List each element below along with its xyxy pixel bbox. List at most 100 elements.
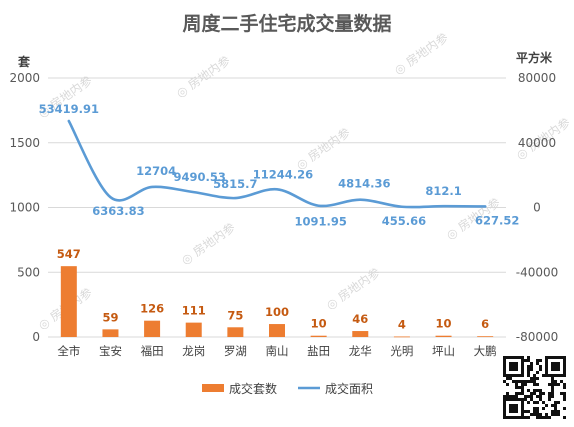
legend-bar-swatch <box>202 384 224 392</box>
qr-module <box>557 374 560 377</box>
qr-module <box>533 392 536 395</box>
qr-module <box>542 374 545 377</box>
qr-module <box>515 410 518 413</box>
qr-module <box>515 383 518 386</box>
qr-module <box>539 413 542 416</box>
qr-module <box>542 407 545 410</box>
category-label: 宝安 <box>99 344 122 358</box>
right-tick-label: 80000 <box>518 71 556 85</box>
qr-module <box>521 407 524 410</box>
qr-module <box>506 356 509 359</box>
qr-module <box>503 398 506 401</box>
qr-module <box>563 395 566 398</box>
qr-module <box>512 356 515 359</box>
line-value-label: 5815.7 <box>213 177 257 191</box>
qr-module <box>503 404 506 407</box>
bar <box>227 327 244 337</box>
qr-module <box>509 365 512 368</box>
qr-module <box>542 416 545 419</box>
qr-module <box>548 374 551 377</box>
qr-module <box>554 413 557 416</box>
qr-module <box>548 395 551 398</box>
qr-module <box>509 407 512 410</box>
qr-module <box>542 392 545 395</box>
line-value-label: 812.1 <box>425 184 461 198</box>
qr-module <box>539 395 542 398</box>
qr-module <box>515 416 518 419</box>
bar-value-label: 111 <box>182 304 206 318</box>
qr-module <box>518 386 521 389</box>
line-value-label: 11244.26 <box>253 167 313 181</box>
line-value-label: 53419.91 <box>39 102 99 116</box>
qr-module <box>527 374 530 377</box>
qr-module <box>518 416 521 419</box>
qr-module <box>548 416 551 419</box>
qr-module <box>545 374 548 377</box>
qr-module <box>551 392 554 395</box>
legend-bar-label: 成交套数 <box>229 381 277 396</box>
qr-module <box>527 356 530 359</box>
qr-module <box>530 368 533 371</box>
qr-module <box>557 383 560 386</box>
qr-module <box>515 374 518 377</box>
qr-module <box>503 395 506 398</box>
qr-module <box>527 389 530 392</box>
qr-module <box>503 365 506 368</box>
qr-module <box>503 359 506 362</box>
qr-module <box>533 410 536 413</box>
qr-module <box>557 356 560 359</box>
qr-module <box>503 371 506 374</box>
qr-module <box>527 395 530 398</box>
bar <box>352 331 369 337</box>
qr-module <box>545 356 548 359</box>
qr-module <box>563 407 566 410</box>
qr-module <box>551 356 554 359</box>
data-labels: 547 59 126 111 75 100 10 46 4 10 6 53419.91 6363.83 1… <box>39 102 520 331</box>
qr-module <box>539 368 542 371</box>
qr-module <box>536 410 539 413</box>
qr-module <box>536 383 539 386</box>
qr-module <box>521 371 524 374</box>
qr-module <box>539 392 542 395</box>
qr-module <box>506 398 509 401</box>
qr-module <box>521 398 524 401</box>
qr-module <box>515 386 518 389</box>
qr-module <box>530 362 533 365</box>
bar <box>310 335 327 337</box>
qr-module <box>545 368 548 371</box>
qr-module <box>503 368 506 371</box>
qr-module <box>557 365 560 368</box>
qr-module <box>560 374 563 377</box>
qr-module <box>539 416 542 419</box>
qr-module <box>557 368 560 371</box>
qr-module <box>506 395 509 398</box>
qr-module <box>563 392 566 395</box>
qr-module <box>521 380 524 383</box>
qr-module <box>503 401 506 404</box>
qr-module <box>512 362 515 365</box>
qr-module <box>509 398 512 401</box>
qr-module <box>515 392 518 395</box>
qr-module <box>521 401 524 404</box>
category-label: 光明 <box>390 344 413 358</box>
qr-module <box>506 383 509 386</box>
bar-value-label: 10 <box>311 317 327 331</box>
qr-module <box>527 416 530 419</box>
qr-module <box>509 374 512 377</box>
qr-module <box>533 407 536 410</box>
qr-module <box>551 404 554 407</box>
qr-module <box>551 413 554 416</box>
qr-module <box>533 374 536 377</box>
qr-module <box>527 368 530 371</box>
qr-module <box>563 383 566 386</box>
qr-module <box>560 380 563 383</box>
qr-module <box>515 380 518 383</box>
qr-module <box>551 380 554 383</box>
qr-module <box>533 377 536 380</box>
qr-module <box>554 374 557 377</box>
qr-module <box>506 416 509 419</box>
right-tick-label: 0 <box>533 201 541 215</box>
qr-module <box>560 392 563 395</box>
bar-value-label: 126 <box>140 302 164 316</box>
qr-module <box>563 371 566 374</box>
